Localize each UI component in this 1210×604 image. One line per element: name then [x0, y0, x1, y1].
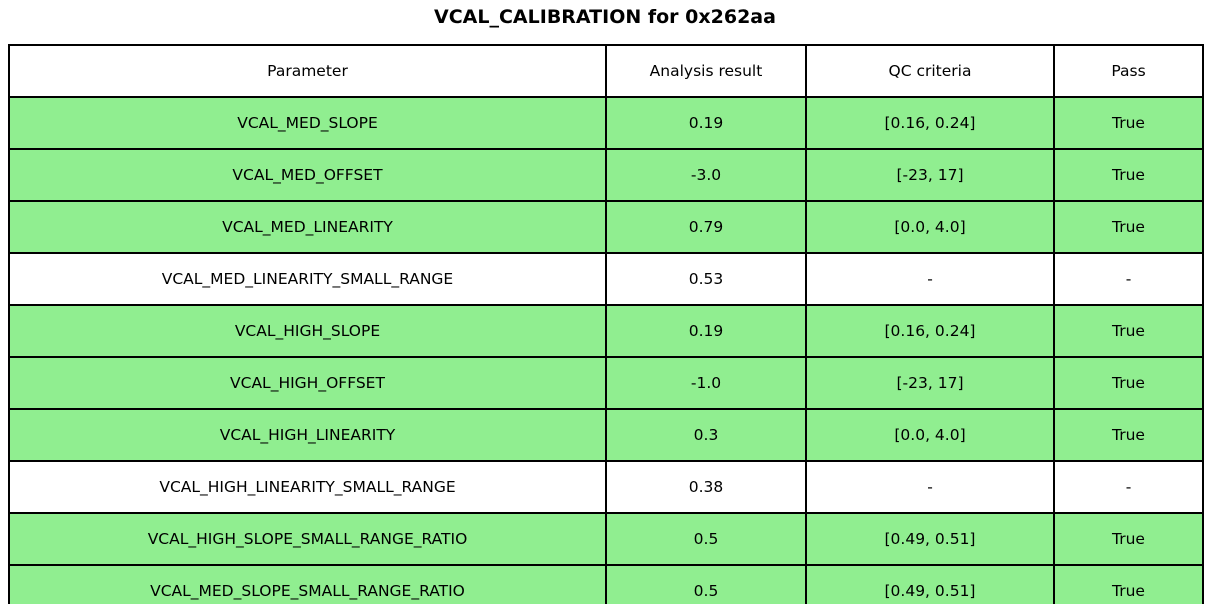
cell-analysis-result: 0.3 [605, 408, 807, 462]
column-header-pass: Pass [1053, 44, 1204, 98]
column-header-analysis-result: Analysis result [605, 44, 807, 98]
table-row: VCAL_MED_LINEARITY 0.79 [0.0, 4.0] True [8, 200, 1204, 254]
cell-parameter: VCAL_MED_LINEARITY_SMALL_RANGE [8, 252, 607, 306]
cell-pass: True [1053, 512, 1204, 566]
cell-qc-criteria: [0.0, 4.0] [805, 408, 1055, 462]
cell-parameter: VCAL_MED_SLOPE_SMALL_RANGE_RATIO [8, 564, 607, 604]
cell-pass: True [1053, 304, 1204, 358]
table-row: VCAL_HIGH_SLOPE_SMALL_RANGE_RATIO 0.5 [0.4… [8, 512, 1204, 566]
cell-qc-criteria: [0.16, 0.24] [805, 304, 1055, 358]
cell-qc-criteria: - [805, 252, 1055, 306]
column-header-parameter: Parameter [8, 44, 607, 98]
cell-qc-criteria: [-23, 17] [805, 148, 1055, 202]
table-row: VCAL_MED_LINEARITY_SMALL_RANGE 0.53- - [8, 252, 1204, 306]
cell-qc-criteria: - [805, 460, 1055, 514]
cell-analysis-result: -3.0 [605, 148, 807, 202]
table-header: Parameter Analysis result QC criteria Pa… [8, 44, 1204, 98]
cell-parameter: VCAL_HIGH_SLOPE_SMALL_RANGE_RATIO [8, 512, 607, 566]
table-body: VCAL_MED_SLOPE 0.19 [0.16, 0.24] True VCAL_M… [8, 96, 1204, 604]
cell-qc-criteria: [0.0, 4.0] [805, 200, 1055, 254]
table-row: VCAL_MED_SLOPE 0.19 [0.16, 0.24] True [8, 96, 1204, 150]
cell-pass: True [1053, 408, 1204, 462]
cell-analysis-result: 0.53 [605, 252, 807, 306]
table-row: VCAL_HIGH_LINEARITY 0.3 [0.0, 4.0] True [8, 408, 1204, 462]
cell-analysis-result: 0.5 [605, 564, 807, 604]
cell-pass: True [1053, 356, 1204, 410]
cell-parameter: VCAL_HIGH_LINEARITY_SMALL_RANGE [8, 460, 607, 514]
cell-pass: True [1053, 200, 1204, 254]
cell-parameter: VCAL_MED_SLOPE [8, 96, 607, 150]
table-row: VCAL_MED_SLOPE_SMALL_RANGE_RATIO 0.5 [0.49… [8, 564, 1204, 604]
cell-parameter: VCAL_HIGH_OFFSET [8, 356, 607, 410]
cell-analysis-result: 0.19 [605, 96, 807, 150]
table-row: VCAL_HIGH_OFFSET -1.0 [-23, 17] True [8, 356, 1204, 410]
cell-pass: True [1053, 564, 1204, 604]
table-row: VCAL_HIGH_LINEARITY_SMALL_RANGE 0.38- - [8, 460, 1204, 514]
cell-analysis-result: 0.79 [605, 200, 807, 254]
cell-parameter: VCAL_MED_OFFSET [8, 148, 607, 202]
table-row: VCAL_MED_OFFSET -3.0 [-23, 17] True [8, 148, 1204, 202]
cell-pass: - [1053, 252, 1204, 306]
cell-pass: True [1053, 148, 1204, 202]
cell-parameter: VCAL_HIGH_SLOPE [8, 304, 607, 358]
cell-analysis-result: -1.0 [605, 356, 807, 410]
table-header-row: Parameter Analysis result QC criteria Pa… [8, 44, 1204, 98]
cell-analysis-result: 0.19 [605, 304, 807, 358]
cell-parameter: VCAL_MED_LINEARITY [8, 200, 607, 254]
cell-pass: True [1053, 96, 1204, 150]
cell-parameter: VCAL_HIGH_LINEARITY [8, 408, 607, 462]
cell-qc-criteria: [0.49, 0.51] [805, 564, 1055, 604]
table-row: VCAL_HIGH_SLOPE 0.19 [0.16, 0.24] True [8, 304, 1204, 358]
cell-analysis-result: 0.5 [605, 512, 807, 566]
cell-qc-criteria: [-23, 17] [805, 356, 1055, 410]
cell-pass: - [1053, 460, 1204, 514]
qc-results-table: Parameter Analysis result QC criteria Pa… [8, 44, 1204, 604]
cell-analysis-result: 0.38 [605, 460, 807, 514]
page-title: VCAL_CALIBRATION for 0x262aa [434, 6, 776, 28]
column-header-qc-criteria: QC criteria [805, 44, 1055, 98]
cell-qc-criteria: [0.49, 0.51] [805, 512, 1055, 566]
cell-qc-criteria: [0.16, 0.24] [805, 96, 1055, 150]
